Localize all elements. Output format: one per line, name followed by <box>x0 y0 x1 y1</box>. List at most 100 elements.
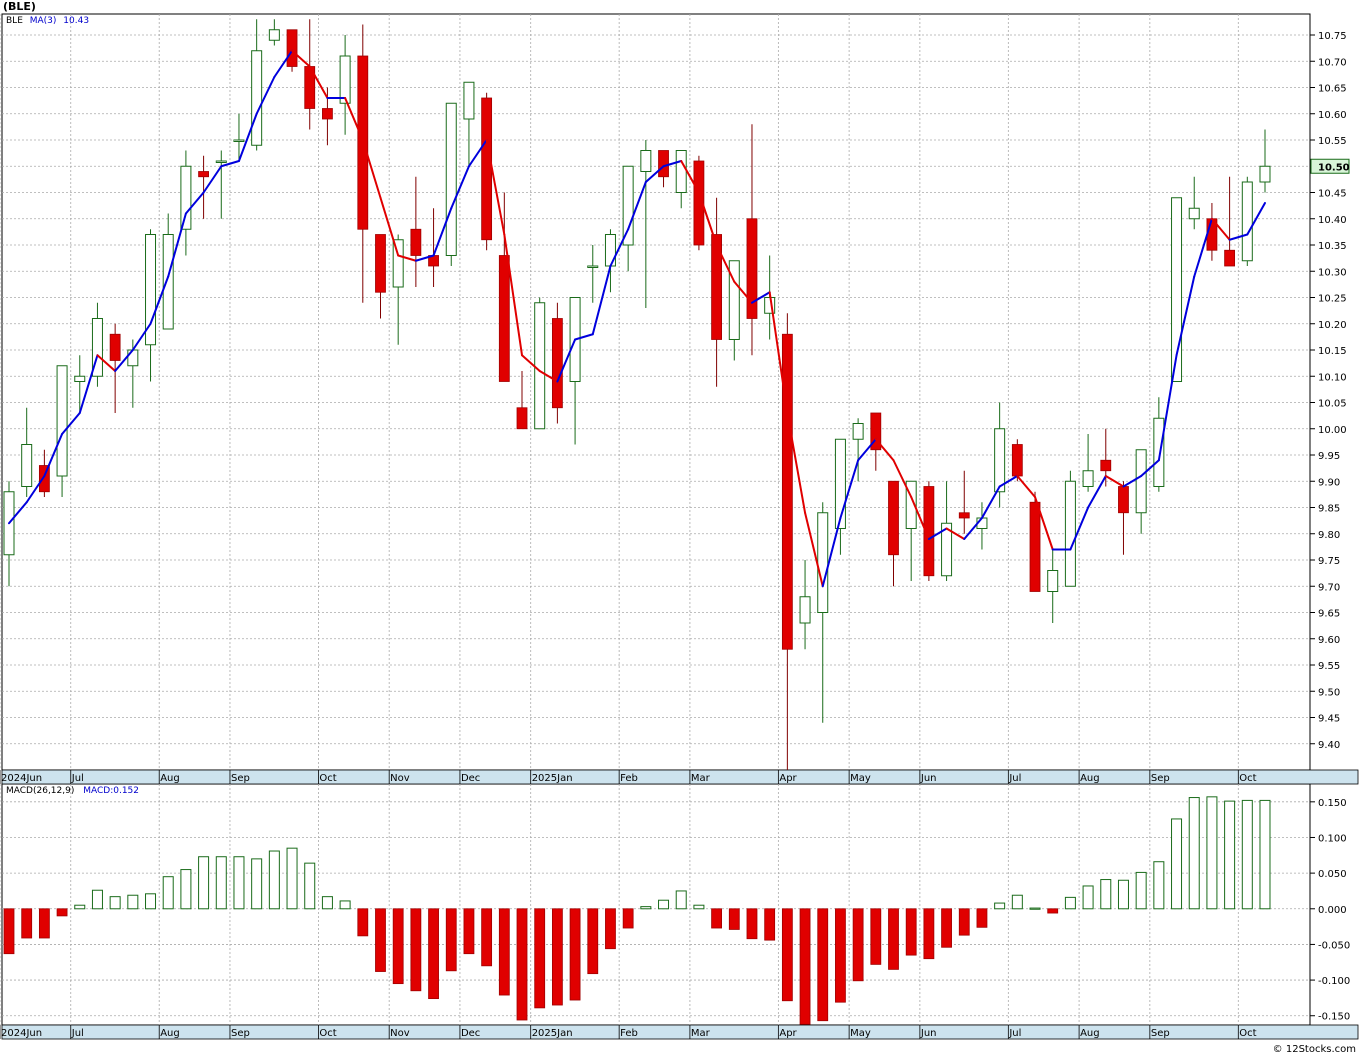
candle-body <box>1064 480 1076 587</box>
candle-body <box>1224 249 1236 267</box>
price-legend-ma-label: MA(3) <box>29 16 57 26</box>
x-tick-label: Mar <box>691 773 711 784</box>
ma3-line-segment <box>821 517 842 588</box>
candle-body <box>799 596 811 624</box>
macd-bar <box>375 908 386 972</box>
macd-bar <box>463 908 475 955</box>
macd-bar <box>534 908 546 1009</box>
ma3-line-segment <box>43 433 64 477</box>
macd-bar <box>870 908 882 965</box>
price-tick-label: 10.20 <box>1318 320 1347 331</box>
ma3-line-segment <box>291 49 311 68</box>
ma3-line-segment <box>786 412 807 514</box>
candle-body <box>888 480 899 556</box>
ma3-line-segment <box>237 112 258 162</box>
candle-body <box>198 171 209 178</box>
price-tick-label: 10.65 <box>1318 84 1347 95</box>
macd-bar <box>1082 885 1094 910</box>
price-panel <box>1 13 1311 771</box>
x-tick-label: Sep <box>231 1028 250 1039</box>
ma3-line-segment <box>945 527 966 540</box>
candle-body <box>622 165 634 246</box>
price-tick-label: 10.45 <box>1318 189 1347 200</box>
candle-body <box>746 218 758 319</box>
ma3-line-segment <box>574 333 594 341</box>
macd-legend-value: MACD:0.152 <box>83 786 140 796</box>
ma3-line-segment <box>1228 233 1249 241</box>
x-tick-label: Jul <box>71 1028 84 1039</box>
candle-body <box>587 265 599 268</box>
ma3-line-segment <box>998 475 1019 488</box>
candle-body <box>658 150 669 178</box>
ma3-line-segment <box>1034 496 1054 551</box>
x-tick-label: Oct <box>319 1028 336 1039</box>
price-tick-label: 9.55 <box>1318 661 1340 672</box>
price-tick-label: 10.30 <box>1318 267 1347 278</box>
x-tick-label: Aug <box>1080 1028 1100 1039</box>
candle-body <box>941 522 953 577</box>
candle-body <box>1259 165 1271 183</box>
macd-bar <box>711 908 722 929</box>
macd-bar <box>392 908 404 985</box>
macd-bar <box>304 862 316 910</box>
macd-bar <box>1135 871 1147 910</box>
candle-body <box>994 428 1006 493</box>
x-tick-label: Sep <box>231 773 250 784</box>
x-tick-label: 2024Jun <box>1 773 42 784</box>
candle-body <box>1029 501 1041 592</box>
ma3-line-segment <box>78 354 99 414</box>
x-tick-label: Dec <box>461 773 480 784</box>
macd-bar <box>888 908 899 970</box>
ma3-line-segment <box>963 517 983 540</box>
price-tick-label: 9.85 <box>1318 504 1340 515</box>
x-tick-label: Oct <box>1239 1028 1256 1039</box>
ma3-line-segment <box>149 275 170 325</box>
price-tick-label: 10.25 <box>1318 294 1347 305</box>
macd-bar <box>445 908 457 972</box>
macd-bar <box>640 906 652 910</box>
candle-body <box>251 50 263 146</box>
price-tick-label: 9.40 <box>1318 740 1340 751</box>
x-tick-label: Oct <box>1239 773 1256 784</box>
candle-body <box>781 333 793 650</box>
candle-body <box>215 160 227 163</box>
ma3-line-segment <box>61 412 81 435</box>
price-tick-label: 10.10 <box>1318 372 1347 383</box>
ma3-line-segment <box>768 291 789 414</box>
x-tick-label: Feb <box>620 1028 638 1039</box>
ma3-line-segment <box>627 181 647 231</box>
candle-body <box>711 234 722 340</box>
macd-bar <box>941 908 952 948</box>
price-tick-label: 9.45 <box>1318 714 1340 725</box>
price-tick-label: 10.70 <box>1318 57 1347 68</box>
ma3-line-segment <box>467 139 488 168</box>
price-tick-label: 10.60 <box>1318 110 1347 121</box>
macd-bar <box>976 908 988 928</box>
ma3-line-segment <box>980 485 1001 519</box>
candle-body <box>1082 470 1094 487</box>
x-tick-label: Jul <box>1008 1028 1021 1039</box>
macd-bar <box>1188 797 1200 910</box>
ma3-line-segment <box>397 254 417 262</box>
price-tick-label: 10.40 <box>1318 215 1347 226</box>
price-tick-label: 9.95 <box>1318 451 1340 462</box>
x-tick-label: Sep <box>1151 1028 1170 1039</box>
candle-body <box>445 102 457 256</box>
x-tick-label: 2025Jan <box>532 1028 573 1039</box>
candle-body <box>1135 449 1147 514</box>
ma3-line-segment <box>308 65 329 99</box>
macd-bar <box>357 908 369 937</box>
macd-bar <box>516 908 528 1021</box>
macd-bar <box>109 896 121 910</box>
ma3-line-segment <box>255 76 276 115</box>
chart-title: (BLE) <box>3 0 36 13</box>
x-tick-label: Sep <box>1151 773 1170 784</box>
ma3-line-segment <box>1175 275 1196 357</box>
ma3-line-segment <box>414 254 435 262</box>
macd-bar <box>923 908 935 960</box>
ma3-line-segment <box>131 322 152 351</box>
macd-bar <box>1100 879 1112 910</box>
candle-body <box>91 318 103 377</box>
candle-body <box>56 365 68 477</box>
macd-bar <box>835 908 846 1003</box>
